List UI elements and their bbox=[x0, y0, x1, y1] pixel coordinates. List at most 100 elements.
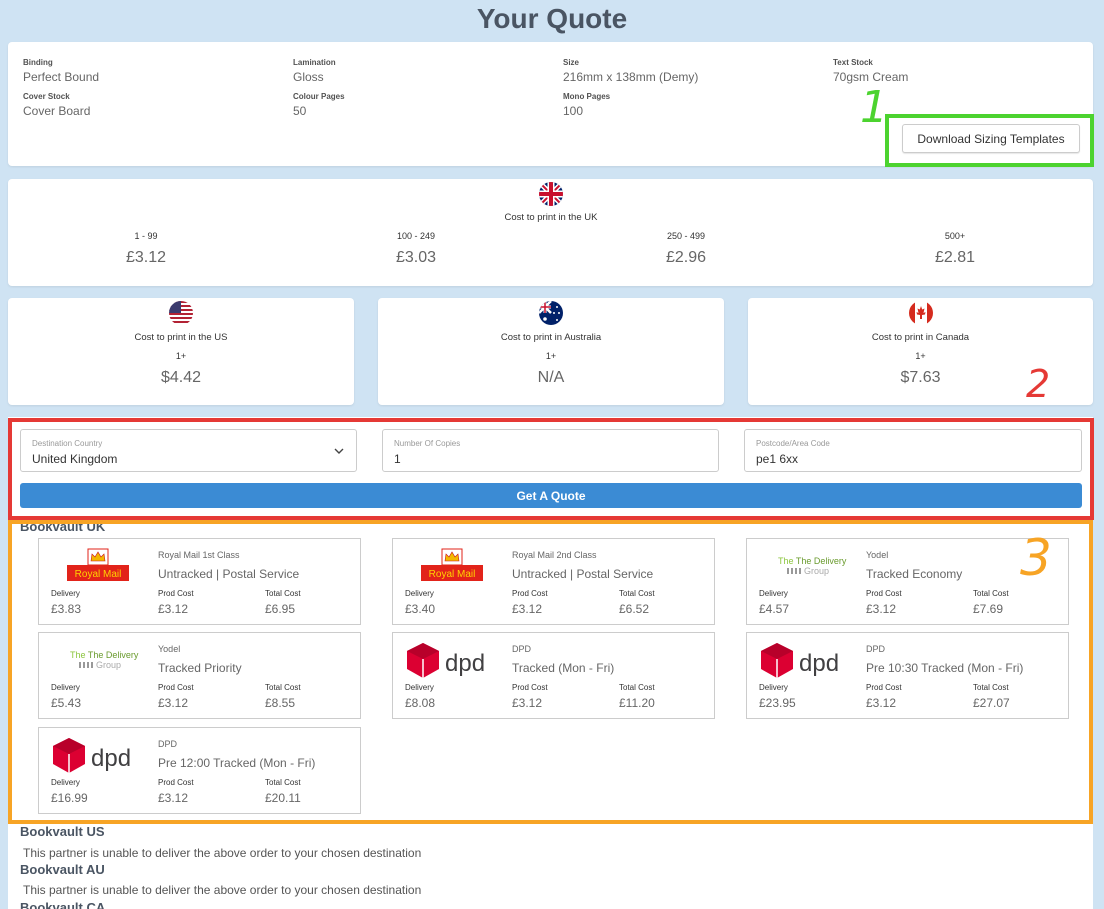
carrier-name: DPD bbox=[512, 644, 532, 654]
spec-binding: Binding Perfect Bound bbox=[23, 58, 100, 84]
shipping-option-card[interactable]: dpd DPD Pre 12:00 Tracked (Mon - Fri) De… bbox=[38, 727, 361, 814]
number-of-copies-input[interactable]: Number Of Copies 1 bbox=[382, 429, 719, 472]
total-cost-label: Total Cost bbox=[973, 589, 1009, 598]
uk-tier-3: 250 - 499 £2.96 bbox=[665, 231, 707, 266]
canada-flag-icon bbox=[909, 301, 933, 325]
get-a-quote-button[interactable]: Get A Quote bbox=[20, 483, 1082, 508]
delivery-cost: £3.83 bbox=[51, 602, 82, 616]
svg-text:Royal Mail: Royal Mail bbox=[75, 569, 122, 580]
svg-text:dpd: dpd bbox=[445, 650, 485, 677]
carrier-name: Royal Mail 1st Class bbox=[158, 550, 240, 560]
dpd-logo: dpd bbox=[407, 643, 485, 678]
canada-cost-title: Cost to print in Canada bbox=[871, 332, 970, 343]
total-cost: £6.52 bbox=[619, 602, 650, 616]
delivery-label: Delivery bbox=[405, 683, 434, 692]
uk-flag-icon bbox=[539, 182, 563, 206]
shipping-option-card[interactable]: The The Delivery Group Yodel Tracked Pri… bbox=[38, 632, 361, 719]
bookvault-us-heading: Bookvault US bbox=[20, 824, 105, 839]
total-cost-label: Total Cost bbox=[265, 589, 301, 598]
delivery-cost: £5.43 bbox=[51, 696, 82, 710]
service-name: Tracked Economy bbox=[866, 567, 963, 581]
spec-text-stock: Text Stock 70gsm Cream bbox=[833, 58, 909, 84]
australia-tier: 1+ N/A bbox=[537, 351, 565, 386]
svg-text:Group: Group bbox=[96, 660, 121, 670]
prod-cost-label: Prod Cost bbox=[158, 683, 194, 692]
carrier-name: Yodel bbox=[866, 550, 889, 560]
us-cost-title: Cost to print in the US bbox=[134, 332, 228, 343]
svg-text:Royal Mail: Royal Mail bbox=[429, 569, 476, 580]
spec-lamination: Lamination Gloss bbox=[293, 58, 336, 84]
svg-text:The The Delivery: The The Delivery bbox=[778, 556, 847, 566]
carrier-name: Royal Mail 2nd Class bbox=[512, 550, 597, 560]
carrier-name: DPD bbox=[158, 739, 178, 749]
australia-cost-title: Cost to print in Australia bbox=[500, 332, 602, 343]
delivery-cost: £4.57 bbox=[759, 602, 790, 616]
delivery-label: Delivery bbox=[759, 683, 788, 692]
destination-country-select[interactable]: Destination Country United Kingdom bbox=[20, 429, 357, 472]
svg-text:Group: Group bbox=[804, 566, 829, 576]
prod-cost: £3.12 bbox=[158, 696, 189, 710]
annotation-label-2: 2 bbox=[1026, 362, 1051, 406]
annotation-label-3: 3 bbox=[1020, 529, 1052, 587]
prod-cost-label: Prod Cost bbox=[512, 589, 548, 598]
total-cost-label: Total Cost bbox=[265, 778, 301, 787]
service-name: Pre 10:30 Tracked (Mon - Fri) bbox=[866, 661, 1024, 675]
shipping-option-card[interactable]: Royal Mail Royal Mail 1st Class Untracke… bbox=[38, 538, 361, 625]
prod-cost-label: Prod Cost bbox=[866, 683, 902, 692]
carrier-name: Yodel bbox=[158, 644, 181, 654]
bookvault-us-message: This partner is unable to deliver the ab… bbox=[23, 846, 422, 860]
delivery-label: Delivery bbox=[51, 778, 80, 787]
shipping-option-card[interactable]: Royal Mail Royal Mail 2nd Class Untracke… bbox=[392, 538, 715, 625]
delivery-group-logo: The The Delivery Group bbox=[778, 556, 847, 576]
shipping-option-card[interactable]: dpd DPD Pre 10:30 Tracked (Mon - Fri) De… bbox=[746, 632, 1069, 719]
delivery-cost: £23.95 bbox=[759, 696, 796, 710]
shipping-option-card[interactable]: dpd DPD Tracked (Mon - Fri) Delivery £8.… bbox=[392, 632, 715, 719]
uk-tier-1: 1 - 99 £3.12 bbox=[125, 231, 167, 266]
shipping-option-card[interactable]: The The Delivery Group Yodel Tracked Eco… bbox=[746, 538, 1069, 625]
total-cost: £11.20 bbox=[619, 696, 655, 710]
total-cost-label: Total Cost bbox=[619, 683, 655, 692]
spec-colour-pages: Colour Pages 50 bbox=[293, 92, 345, 118]
prod-cost: £3.12 bbox=[158, 791, 189, 805]
svg-text:dpd: dpd bbox=[799, 650, 839, 677]
us-tier: 1+ $4.42 bbox=[160, 351, 202, 386]
bookvault-ca-heading: Bookvault CA bbox=[20, 900, 106, 909]
delivery-group-logo: The The Delivery Group bbox=[70, 650, 139, 670]
royal-mail-logo: Royal Mail bbox=[421, 548, 483, 581]
uk-tier-4: 500+ £2.81 bbox=[934, 231, 976, 266]
uk-tier-2: 100 - 249 £3.03 bbox=[395, 231, 437, 266]
total-cost: £20.11 bbox=[265, 791, 301, 805]
total-cost-label: Total Cost bbox=[619, 589, 655, 598]
prod-cost-label: Prod Cost bbox=[512, 683, 548, 692]
prod-cost: £3.12 bbox=[512, 696, 543, 710]
delivery-label: Delivery bbox=[51, 683, 80, 692]
service-name: Tracked (Mon - Fri) bbox=[512, 661, 615, 675]
bookvault-au-message: This partner is unable to deliver the ab… bbox=[23, 883, 422, 897]
download-sizing-templates-button[interactable]: Download Sizing Templates bbox=[902, 124, 1080, 153]
service-name: Untracked | Postal Service bbox=[512, 567, 654, 581]
prod-cost: £3.12 bbox=[866, 602, 897, 616]
spec-size: Size 216mm x 138mm (Demy) bbox=[563, 58, 699, 84]
total-cost: £6.95 bbox=[265, 602, 296, 616]
spec-mono-pages: Mono Pages 100 bbox=[563, 92, 611, 118]
prod-cost: £3.12 bbox=[158, 602, 189, 616]
carrier-name: DPD bbox=[866, 644, 886, 654]
prod-cost: £3.12 bbox=[512, 602, 543, 616]
delivery-cost: £8.08 bbox=[405, 696, 436, 710]
royal-mail-logo: Royal Mail bbox=[67, 548, 129, 581]
postcode-input[interactable]: Postcode/Area Code pe1 6xx bbox=[744, 429, 1082, 472]
annotation-box-2 bbox=[8, 418, 1094, 520]
total-cost: £7.69 bbox=[973, 602, 1004, 616]
us-flag-icon bbox=[169, 301, 193, 325]
annotation-box-1 bbox=[885, 114, 1094, 167]
uk-cost-title: Cost to print in the UK bbox=[504, 212, 598, 223]
total-cost: £27.07 bbox=[973, 696, 1010, 710]
total-cost-label: Total Cost bbox=[973, 683, 1009, 692]
bookvault-au-heading: Bookvault AU bbox=[20, 862, 105, 877]
prod-cost-label: Prod Cost bbox=[866, 589, 902, 598]
svg-text:The The Delivery: The The Delivery bbox=[70, 650, 139, 660]
prod-cost: £3.12 bbox=[866, 696, 897, 710]
total-cost-label: Total Cost bbox=[265, 683, 301, 692]
delivery-cost: £16.99 bbox=[51, 791, 88, 805]
svg-text:dpd: dpd bbox=[91, 745, 131, 772]
